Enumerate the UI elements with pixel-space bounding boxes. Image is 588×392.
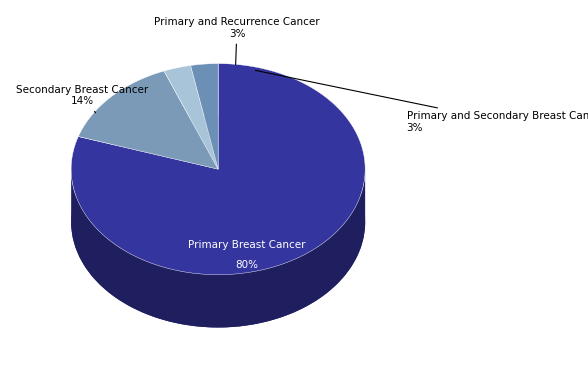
Text: 80%: 80% [235, 260, 258, 270]
Polygon shape [71, 171, 365, 327]
Polygon shape [164, 65, 218, 169]
Text: Primary and Recurrence Cancer
3%: Primary and Recurrence Cancer 3% [154, 17, 320, 65]
Ellipse shape [71, 116, 365, 327]
Text: Secondary Breast Cancer
14%: Secondary Breast Cancer 14% [16, 85, 149, 113]
Text: Primary Breast Cancer: Primary Breast Cancer [188, 240, 305, 250]
Polygon shape [78, 71, 218, 169]
Polygon shape [71, 64, 365, 275]
Polygon shape [191, 64, 218, 169]
Text: Primary and Secondary Breast Cancer
3%: Primary and Secondary Breast Cancer 3% [255, 71, 588, 133]
